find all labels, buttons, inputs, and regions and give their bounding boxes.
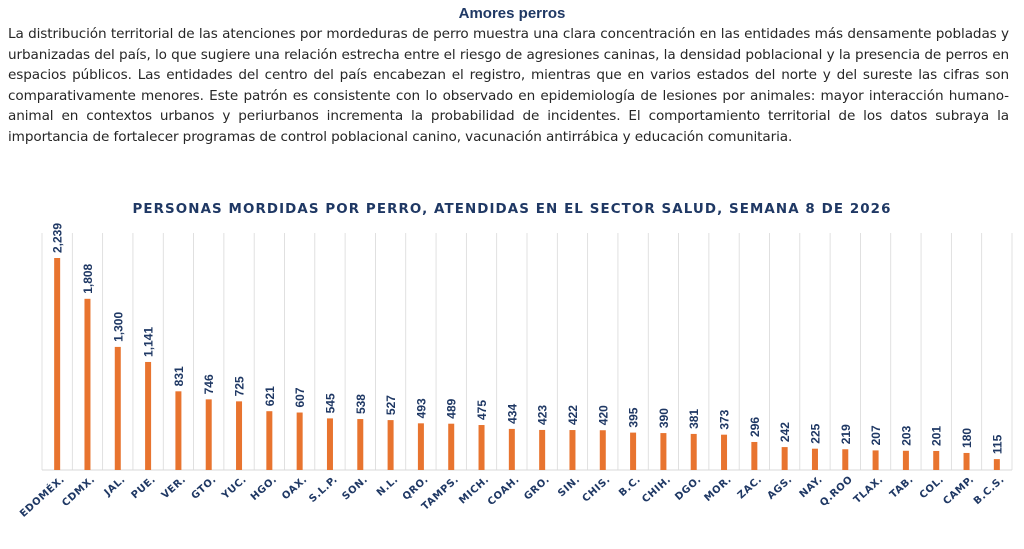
bar — [539, 429, 546, 470]
chart-title: PERSONAS MORDIDAS POR PERRO, ATENDIDAS E… — [132, 202, 892, 217]
bar — [296, 412, 303, 470]
category-label: TAB. — [888, 474, 916, 501]
data-label: 538 — [354, 394, 368, 414]
bar — [114, 346, 121, 470]
category-label: B.C. — [617, 474, 643, 499]
bar — [84, 298, 91, 470]
category-label: B.C.S. — [972, 474, 1007, 507]
category-label: N.L. — [375, 474, 401, 499]
data-label: 545 — [323, 393, 337, 413]
bar — [842, 449, 849, 470]
data-label: 423 — [536, 405, 550, 425]
data-label: 621 — [263, 386, 277, 406]
category-label: YUC. — [219, 474, 249, 502]
category-label: CAMP. — [941, 474, 976, 507]
data-label: 434 — [505, 404, 519, 424]
category-label: PUE. — [130, 474, 159, 501]
category-label: JAL. — [102, 474, 128, 499]
category-label: S.L.P. — [307, 474, 340, 505]
data-label: 180 — [960, 428, 974, 448]
category-label: CHIH. — [640, 474, 673, 505]
category-label: OAX. — [280, 474, 310, 502]
bar — [357, 419, 364, 470]
bar — [205, 399, 212, 470]
category-label: ZAC. — [736, 474, 765, 501]
data-label: 746 — [202, 374, 216, 394]
bar — [448, 423, 455, 470]
bar — [387, 420, 394, 470]
bar — [690, 433, 697, 470]
data-label: 225 — [808, 423, 822, 443]
category-label: GTO. — [190, 474, 219, 502]
document-paragraph: La distribución territorial de las atenc… — [8, 26, 1009, 145]
data-label: 831 — [172, 366, 186, 386]
category-label: CHIS. — [581, 474, 613, 505]
data-label: 242 — [778, 422, 792, 442]
bar — [660, 433, 667, 470]
data-label: 2,239 — [51, 223, 65, 253]
bar — [175, 391, 182, 470]
category-label: EDOMÉX. — [17, 473, 67, 520]
data-label: 203 — [899, 425, 913, 445]
category-label: AGS. — [765, 474, 794, 502]
data-label: 527 — [384, 395, 398, 415]
category-label: MOR. — [702, 474, 734, 504]
category-label: TLAX. — [852, 474, 886, 506]
data-label: 219 — [839, 424, 853, 444]
category-label: HGO. — [249, 474, 279, 503]
data-label: 493 — [414, 398, 428, 418]
data-label: 489 — [445, 398, 459, 418]
category-label: NAY. — [798, 474, 825, 500]
category-label: GRO. — [522, 474, 552, 503]
data-label: 381 — [687, 409, 701, 429]
bar — [266, 411, 273, 470]
bar — [569, 430, 576, 470]
data-label: 115 — [990, 434, 1004, 454]
data-label: 422 — [566, 405, 580, 425]
bar — [145, 361, 152, 470]
bar — [811, 448, 818, 470]
data-label: 1,300 — [111, 312, 125, 342]
category-label: VER. — [160, 474, 189, 501]
bar — [933, 450, 940, 470]
category-label: Q.ROO — [818, 474, 855, 509]
data-label: 475 — [475, 400, 489, 420]
bar — [781, 447, 788, 470]
category-label: CDMX. — [60, 474, 97, 509]
bar — [508, 428, 515, 470]
bar — [599, 430, 606, 470]
category-label: SIN. — [556, 474, 582, 499]
data-label: 1,141 — [142, 327, 156, 357]
category-label: COL. — [918, 474, 946, 501]
data-label: 373 — [718, 409, 732, 429]
bar — [236, 401, 243, 470]
bar — [902, 450, 909, 470]
data-label: 207 — [869, 425, 883, 445]
bar — [872, 450, 879, 470]
bar — [478, 425, 485, 470]
data-label: 390 — [657, 408, 671, 428]
bar — [751, 441, 758, 470]
data-label: 607 — [293, 387, 307, 407]
bar — [993, 459, 1000, 470]
data-label: 395 — [627, 407, 641, 427]
bar — [721, 434, 728, 470]
data-label: 201 — [930, 426, 944, 446]
data-label: 1,808 — [81, 263, 95, 293]
category-label: DGO. — [673, 474, 703, 503]
data-label: 420 — [596, 405, 610, 425]
category-label: SON. — [340, 474, 370, 502]
category-label: COAH. — [486, 474, 522, 508]
document-heading: Amores perros — [458, 5, 566, 22]
bar — [326, 418, 333, 470]
bar — [417, 423, 424, 470]
bar — [630, 432, 637, 470]
data-label: 725 — [233, 376, 247, 396]
data-label: 296 — [748, 417, 762, 437]
bar — [54, 258, 61, 470]
bar — [963, 452, 970, 470]
